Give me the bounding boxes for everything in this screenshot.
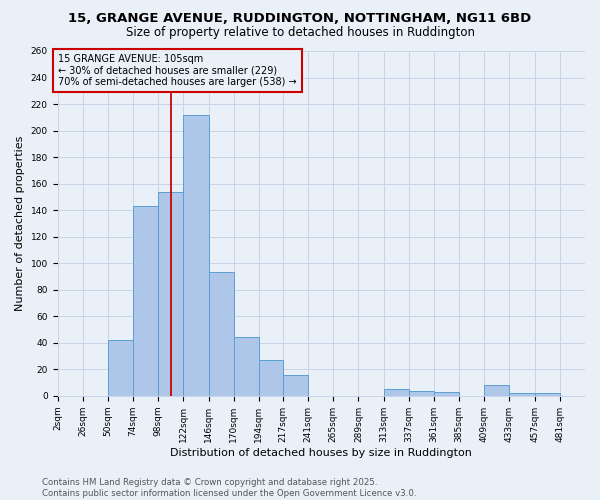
X-axis label: Distribution of detached houses by size in Ruddington: Distribution of detached houses by size … bbox=[170, 448, 472, 458]
Text: 15, GRANGE AVENUE, RUDDINGTON, NOTTINGHAM, NG11 6BD: 15, GRANGE AVENUE, RUDDINGTON, NOTTINGHA… bbox=[68, 12, 532, 26]
Bar bbox=[209, 272, 234, 396]
Text: 15 GRANGE AVENUE: 105sqm
← 30% of detached houses are smaller (229)
70% of semi-: 15 GRANGE AVENUE: 105sqm ← 30% of detach… bbox=[58, 54, 296, 87]
Bar bbox=[283, 374, 308, 396]
Y-axis label: Number of detached properties: Number of detached properties bbox=[15, 136, 25, 311]
Bar bbox=[158, 192, 184, 396]
Bar bbox=[535, 393, 560, 396]
Bar bbox=[108, 340, 133, 396]
Bar bbox=[383, 389, 409, 396]
Text: Contains HM Land Registry data © Crown copyright and database right 2025.
Contai: Contains HM Land Registry data © Crown c… bbox=[42, 478, 416, 498]
Bar bbox=[434, 392, 459, 396]
Bar bbox=[409, 390, 434, 396]
Bar bbox=[259, 360, 283, 396]
Bar bbox=[509, 393, 535, 396]
Bar bbox=[234, 338, 259, 396]
Bar bbox=[484, 385, 509, 396]
Bar bbox=[133, 206, 158, 396]
Bar bbox=[184, 114, 209, 396]
Text: Size of property relative to detached houses in Ruddington: Size of property relative to detached ho… bbox=[125, 26, 475, 39]
